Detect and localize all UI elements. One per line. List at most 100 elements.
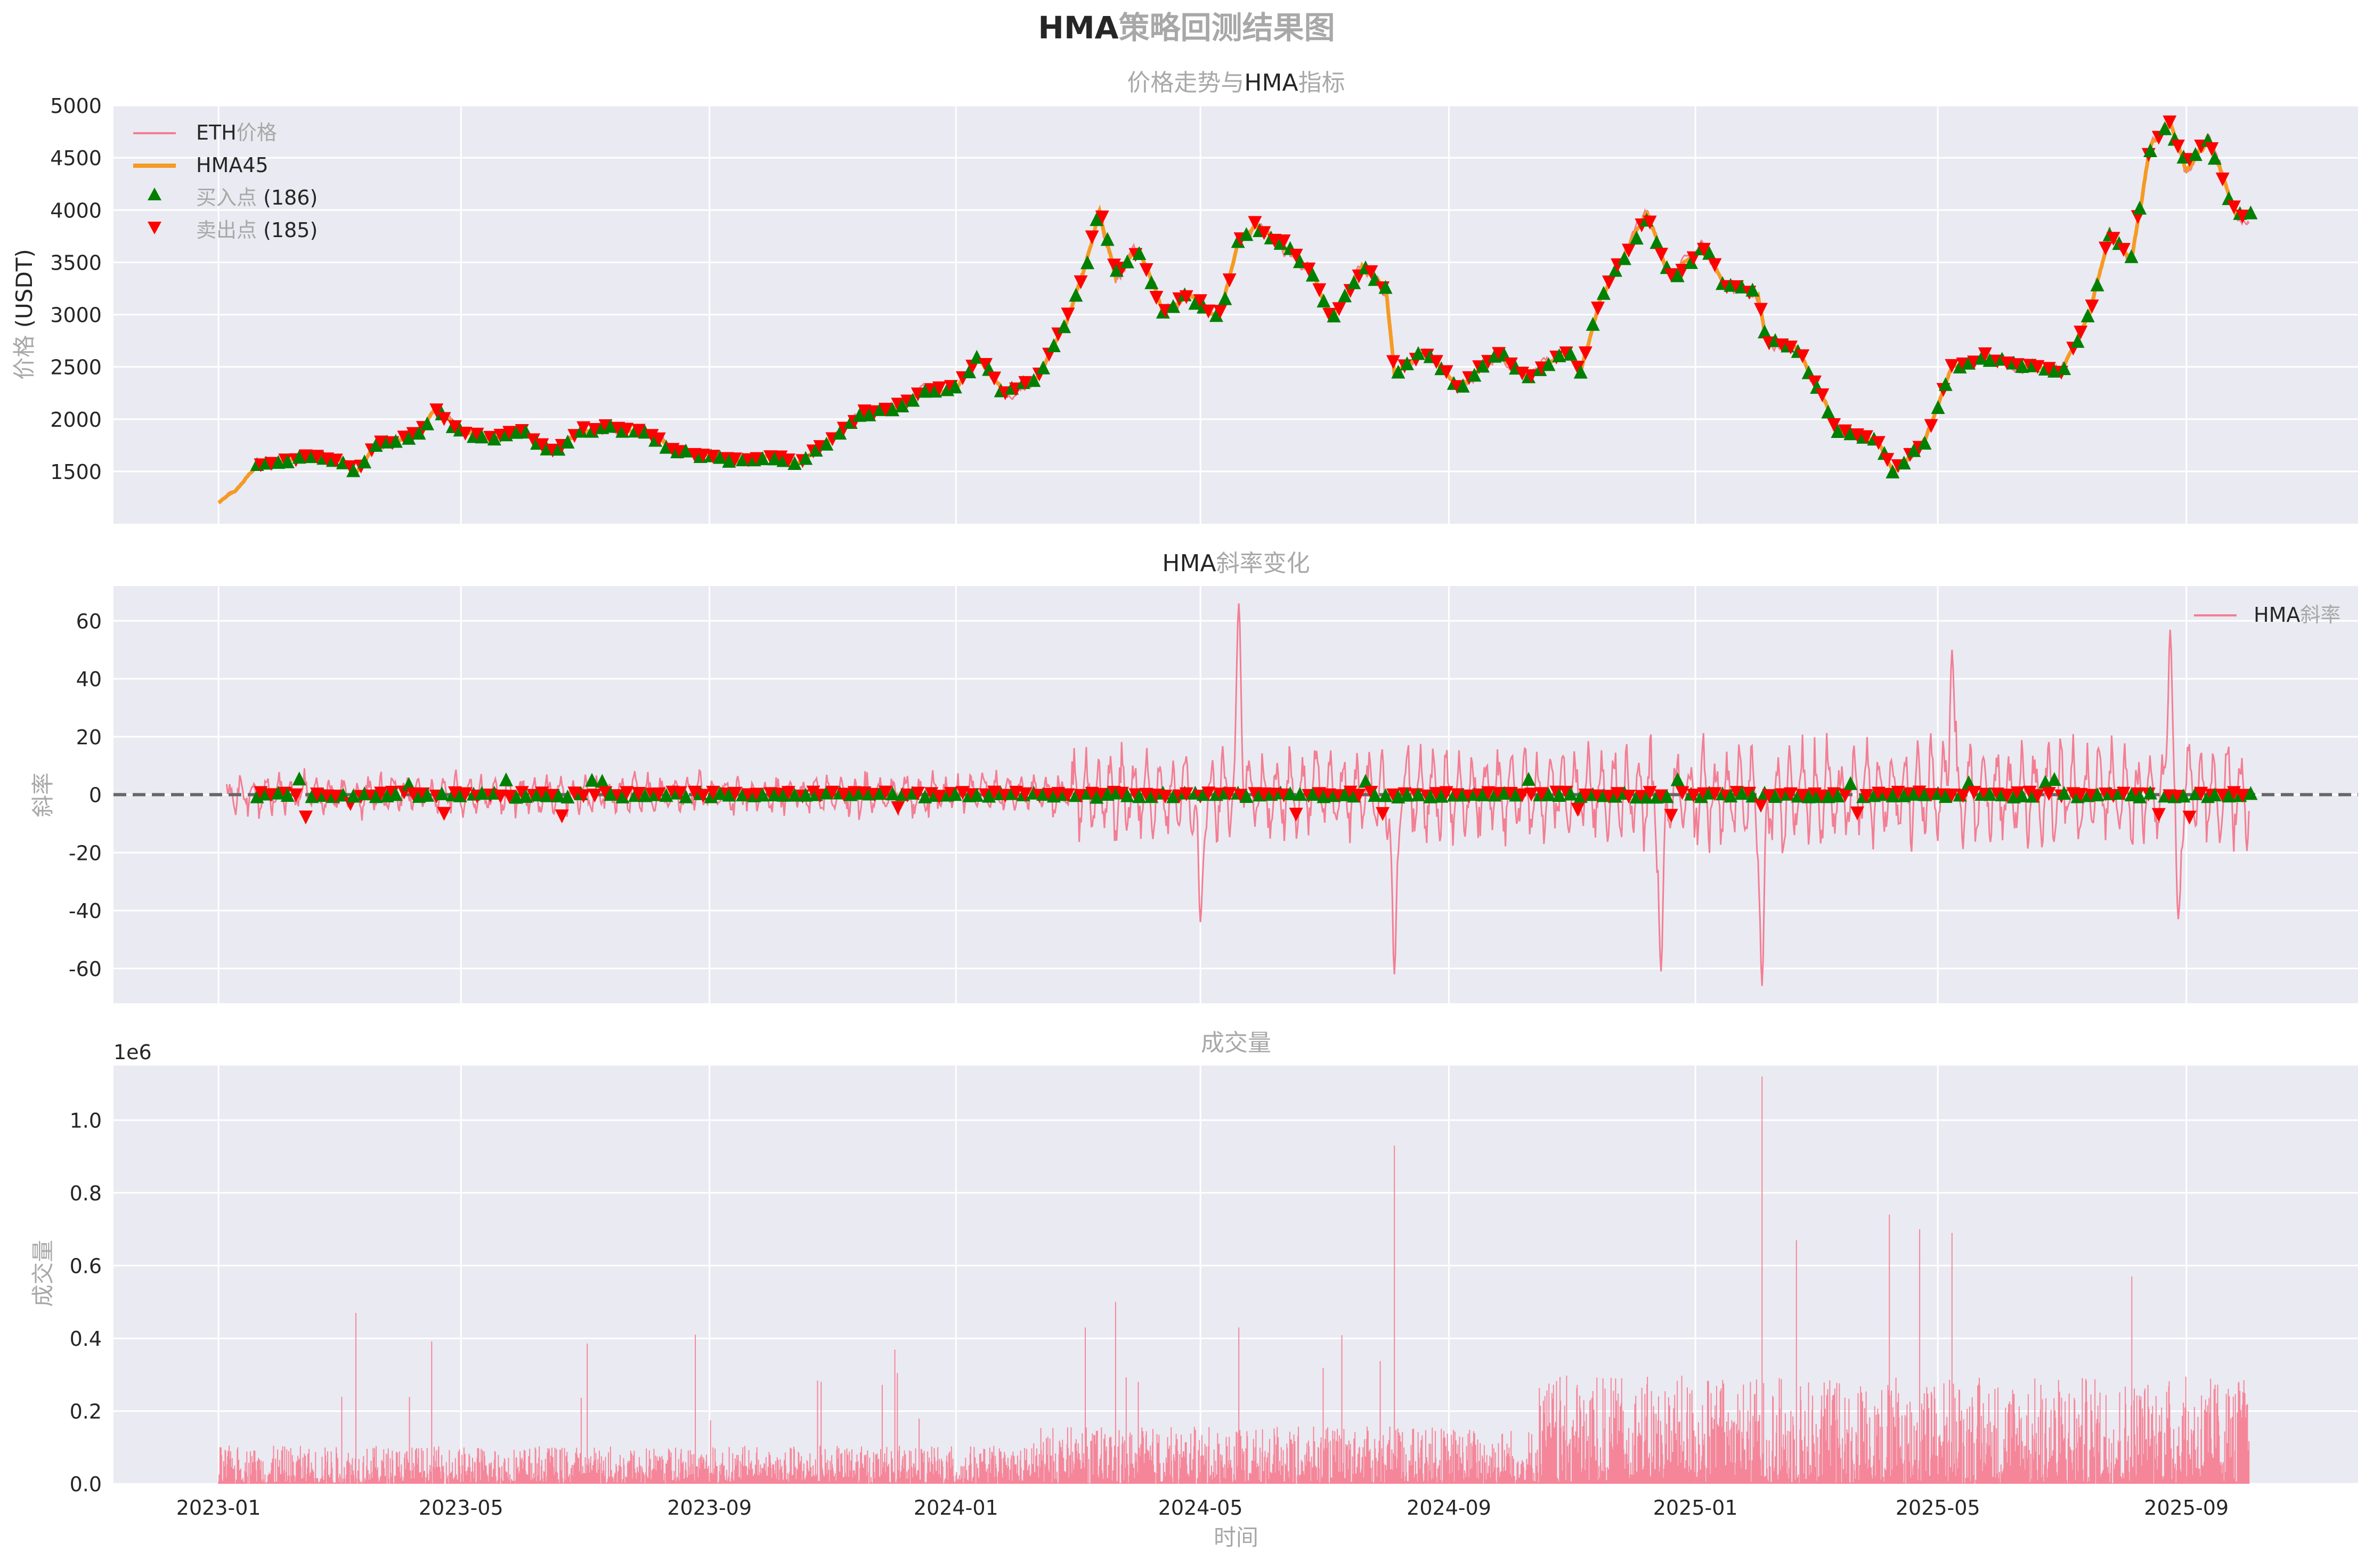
buy-marker [1120,788,1134,802]
buy-marker [809,442,823,457]
y-tick-label: 60 [76,610,102,633]
buy-marker [1368,787,1382,802]
buy-marker [412,426,426,440]
sell-marker [1352,789,1366,803]
buy-marker [1670,268,1685,282]
buy-marker [1036,360,1051,375]
buy-marker [1897,788,1911,802]
sell-marker [2163,115,2177,129]
buy-marker [1378,788,1393,802]
buy-marker [833,426,847,440]
sell-marker [1179,787,1193,801]
buy-marker [1132,246,1147,261]
buy-marker [1907,443,1921,457]
legend-label-slope: HMA斜率 [2254,603,2341,627]
buy-marker [735,787,750,802]
buy-marker [1541,787,1556,801]
sell-marker [1312,283,1327,297]
sell-marker [1708,787,1722,801]
sell-marker [1945,789,1959,803]
sell-marker [1621,243,1636,258]
buy-marker [2176,789,2191,803]
sell-marker [374,786,388,801]
buy-marker [615,789,630,803]
buy-marker [2070,334,2085,348]
sell-marker [891,801,905,815]
buy-marker [1907,786,1921,801]
buy-marker [2207,151,2222,165]
sell-marker [1213,305,1228,319]
buy-marker [819,785,834,800]
buy-marker [369,438,383,452]
buy-marker [1100,232,1115,246]
sell-marker [588,423,602,437]
sell-marker [1675,786,1689,800]
sell-marker [1201,304,1216,319]
sell-marker [2042,787,2056,801]
buy-marker [1090,790,1104,804]
sell-marker [836,787,851,802]
buy-marker [1509,787,1523,802]
buy-marker [2244,205,2258,220]
buy-marker [928,384,942,398]
buy-marker [776,787,791,802]
buy-marker [1552,348,1566,362]
y-tick-label: -60 [69,957,102,981]
volume-bars [218,1076,2250,1484]
sell-marker [1504,358,1518,372]
sell-marker [598,786,613,800]
legend-label-sell: 卖出点 (185) [196,218,318,242]
sell-marker [706,785,720,800]
buy-marker [1843,776,1858,790]
sell-marker [2215,172,2230,186]
sell-marker [2171,140,2185,154]
sell-marker [1429,355,1443,369]
sell-marker [2030,789,2045,803]
sell-marker [728,452,742,467]
buy-marker [1617,251,1631,265]
sell-marker [448,420,462,434]
slope-panel: -60 -40 -20 0 20 40 60 HMA斜率变化 斜率 HMA斜率 [30,550,2358,1003]
y-tick-label: -20 [69,841,102,865]
y-tick-label: 0.0 [70,1473,102,1496]
buy-marker [1166,789,1181,803]
sell-marker [1571,361,1585,375]
sell-marker [2116,786,2131,801]
buy-marker [435,786,449,800]
sell-marker [1956,789,1970,803]
price-y-axis-label: 价格 (USDT) [11,249,37,380]
buy-marker [787,787,802,802]
buy-marker [1552,787,1566,802]
buy-marker [1639,790,1654,804]
sell-marker [1754,799,1768,813]
buy-marker [2124,249,2139,263]
buy-marker [2124,787,2139,801]
buy-marker [357,786,372,801]
y-tick-label: 0.4 [70,1327,102,1351]
buy-marker [1359,774,1373,788]
sell-marker [1591,302,1605,316]
sell-marker [1061,788,1075,802]
buy-marker [1347,275,1361,289]
sell-marker [750,452,764,466]
buy-marker [595,774,609,788]
sell-marker [576,421,591,435]
buy-marker [1608,263,1622,277]
buy-marker [1670,772,1685,786]
y-tick-label: 3500 [50,251,102,274]
buy-marker [2090,787,2104,801]
buy-marker [1166,299,1181,313]
buy-marker [1938,377,1953,391]
buy-marker [1735,786,1749,800]
volume-panel-title: 成交量 [1201,1029,1271,1057]
sell-marker [1267,233,1282,248]
buy-marker [1938,789,1953,803]
sell-marker [2194,786,2208,801]
sell-marker [1524,787,1539,802]
y-tick-label: 0.6 [70,1254,102,1278]
sell-marker [2226,200,2241,215]
buy-marker [819,436,834,451]
buy-marker [1239,789,1254,803]
buy-marker [1684,255,1699,269]
sell-marker [1085,230,1099,245]
